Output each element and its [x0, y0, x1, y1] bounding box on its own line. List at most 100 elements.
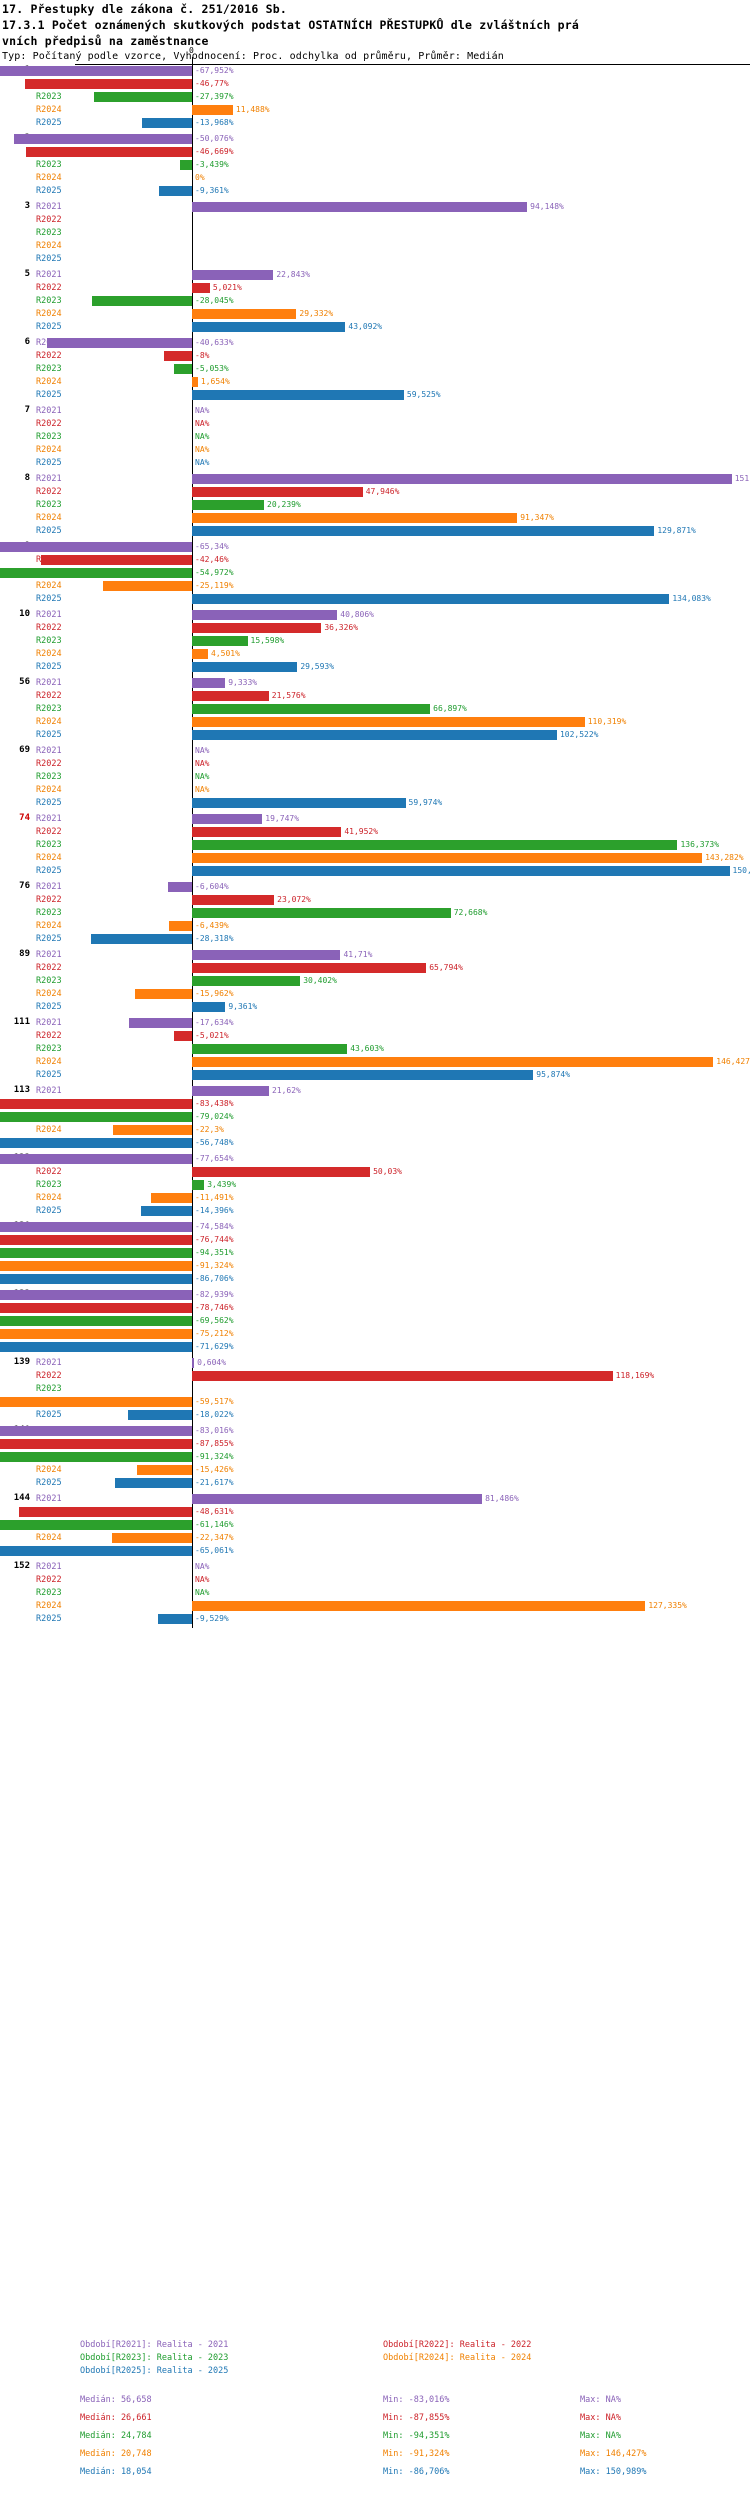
chart-bar-row: R2025-71,629% [0, 1340, 750, 1353]
chart-bar-row: R2023 [0, 1382, 750, 1395]
chart-bar-row: R2023 NA% [0, 770, 750, 783]
bar-value-label: 4,501% [211, 649, 240, 658]
page-title-line-1: 17. Přestupky dle zákona č. 251/2016 Sb. [2, 2, 287, 16]
chart-bar-row: R2022 NA% [0, 757, 750, 770]
chart-group: 7 R2021 NA% R2022 NA% R2023 NA% R2024 NA% R2025 NA… [0, 404, 750, 469]
series-row-label: R2024 [36, 105, 62, 115]
series-row-label: R2023 [36, 704, 62, 714]
series-row-label: R2021 [36, 202, 62, 212]
chart-bar-row: R2023 3,439% [0, 1178, 750, 1191]
chart-bar-row: R2025 -21,617% [0, 1476, 750, 1489]
chart-group: 5 R2021 22,843% R2022 5,021% R2023 -28,045% R20… [0, 268, 750, 333]
chart-bar-row: 10 R2021 40,806% [0, 608, 750, 621]
bar-value-label: -83,016% [195, 1426, 234, 1435]
chart-bar-row: 5 R2021 22,843% [0, 268, 750, 281]
page-title-line-3: vních předpisů na zaměstnance [2, 34, 209, 48]
bar-value-label: NA% [195, 458, 210, 467]
series-row-label: R2021 [36, 882, 62, 892]
chart-stats: Medián: 56,658 Min: -83,016% Max: NA% Mediá… [0, 2395, 750, 2485]
chart-bar-row: R2024 -22,347% [0, 1531, 750, 1544]
chart-bar [0, 1519, 192, 1530]
series-row-label: R2022 [36, 963, 62, 973]
chart-bar-row: R2022 [0, 213, 750, 226]
bar-value-label: 9,361% [228, 1002, 258, 1011]
chart-plot-area: 0 1R2021-67,952%R2022-46,77%R2023-27,397… [0, 46, 750, 1628]
chart-bar [192, 635, 248, 646]
bar-value-label: -17,634% [195, 1018, 234, 1027]
chart-group: 140R2021-83,016%R2022-87,855%R2023-91,32… [0, 1424, 750, 1489]
chart-legend: Období[R2021]: Realita - 2021 Období[R202… [0, 2340, 750, 2379]
chart-bar [0, 1153, 192, 1164]
chart-bar-row: R2025 134,083% [0, 592, 750, 605]
chart-bar [192, 975, 301, 986]
chart-bar-row: R2023 20,239% [0, 498, 750, 511]
chart-group: 76 R2021 -6,604% R2022 23,072% R2023 72,668% R2… [0, 880, 750, 945]
chart-bar-row: R2022 36,326% [0, 621, 750, 634]
stat-median: Medián: 18,054 [80, 2467, 152, 2477]
group-number: 5 [24, 269, 30, 279]
series-row-label: R2025 [36, 118, 62, 128]
chart-bar-row: R2024-75,212% [0, 1327, 750, 1340]
bar-value-label: -65,34% [195, 542, 229, 551]
chart-bar [112, 1124, 192, 1135]
chart-bar-row: R2025 -14,396% [0, 1204, 750, 1217]
legend-row: Období[R2023]: Realita - 2023 Období[R202… [0, 2353, 750, 2366]
bar-value-label: NA% [195, 772, 210, 781]
chart-bar-row: 132R2021-82,939% [0, 1288, 750, 1301]
chart-bar [0, 1328, 192, 1339]
chart-bar [192, 962, 427, 973]
chart-group: 1R2021-67,952%R2022-46,77%R2023-27,397%R… [0, 64, 750, 129]
chart-bar [158, 1613, 192, 1624]
chart-group: 113 R2021 21,62% R2022-83,438%R2023-79,024%… [0, 1084, 750, 1149]
bar-value-label: 0% [195, 173, 205, 182]
chart-bar-row: R2022 -8% [0, 349, 750, 362]
chart-bar [40, 554, 192, 565]
bar-value-label: 41,71% [343, 950, 373, 959]
bar-value-label: -50,076% [195, 134, 234, 143]
chart-bar-row: R2024 110,319% [0, 715, 750, 728]
bar-value-label: 1,654% [200, 377, 230, 386]
bar-value-label: -42,46% [195, 555, 229, 564]
chart-bar [92, 295, 192, 306]
bar-value-label: -40,633% [195, 338, 234, 347]
bar-value-label: -78,746% [195, 1303, 234, 1312]
series-row-label: R2021 [36, 1086, 62, 1096]
chart-bar-row: 69 R2021 NA% [0, 744, 750, 757]
chart-bar [192, 648, 209, 659]
chart-bar [192, 690, 269, 701]
chart-bar [192, 1056, 714, 1067]
chart-bar-row: 130R2021-74,584% [0, 1220, 750, 1233]
chart-bar [192, 1357, 195, 1368]
chart-bar [192, 839, 678, 850]
chart-bar-row: R2024 -6,439% [0, 919, 750, 932]
series-row-label: R2024 [36, 581, 62, 591]
chart-bar-row: R2022-78,746% [0, 1301, 750, 1314]
bar-value-label: 29,332% [299, 309, 334, 318]
chart-bar-row: R2025 -13,968% [0, 116, 750, 129]
stat-min: Min: -94,351% [383, 2431, 450, 2441]
chart-bar [151, 1192, 192, 1203]
chart-bar-row: R2023 [0, 226, 750, 239]
series-row-label: R2021 [36, 1018, 62, 1028]
chart-bar [192, 1166, 371, 1177]
chart-bar [192, 1493, 483, 1504]
bar-value-label: NA% [195, 419, 210, 428]
chart-bar [18, 1506, 192, 1517]
bar-value-label: 102,522% [559, 730, 599, 739]
chart-bar-row: R2024 4,501% [0, 647, 750, 660]
bar-value-label: 20,239% [267, 500, 301, 509]
chart-bar-row: R2024 11,488% [0, 103, 750, 116]
chart-group: 56 R2021 9,333% R2022 21,576% R2023 66,897% R20… [0, 676, 750, 741]
chart-bar [192, 473, 732, 484]
chart-bar-row: R2025 9,361% [0, 1000, 750, 1013]
chart-bar [192, 677, 226, 688]
chart-bar-row: R2024-91,324% [0, 1259, 750, 1272]
bar-value-label: -67,952% [195, 66, 234, 75]
chart-bar [129, 1017, 192, 1028]
series-row-label: R2025 [36, 526, 62, 536]
bar-value-label: 21,62% [271, 1086, 301, 1095]
